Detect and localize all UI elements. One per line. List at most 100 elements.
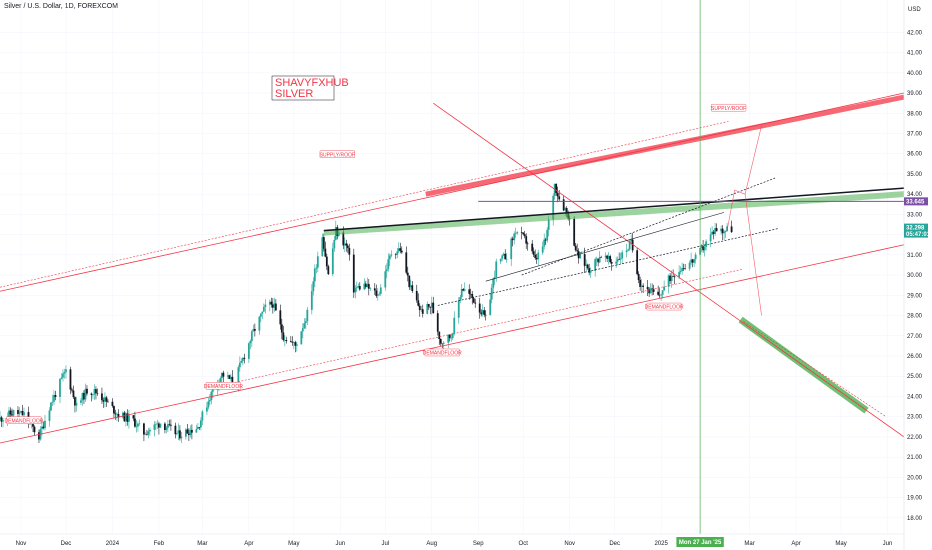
candle-body	[258, 316, 261, 331]
candle-body	[636, 250, 639, 275]
candle-body	[153, 424, 156, 430]
candle-body	[478, 303, 481, 313]
candle-body	[369, 288, 372, 289]
crosshair-date-tag	[676, 537, 724, 547]
candle-body	[8, 410, 10, 417]
candle-body	[123, 412, 126, 422]
candle-body	[547, 219, 550, 230]
candle-body	[373, 288, 376, 291]
candle-body	[730, 226, 733, 233]
candle-body	[537, 252, 540, 260]
last-price-value: 32.298	[906, 226, 925, 232]
candle-body	[210, 391, 213, 401]
trend-line[interactable]	[0, 244, 905, 444]
candle-body	[379, 287, 382, 294]
candle-body	[187, 433, 190, 436]
candle-body	[450, 337, 453, 339]
candle-body	[71, 389, 73, 391]
crosshair-date-text: Mon 27 Jan '25	[679, 540, 722, 546]
trend-line[interactable]	[0, 92, 905, 292]
trend-line-dashed[interactable]	[743, 321, 887, 417]
candle-body	[492, 278, 495, 288]
candle-body	[174, 425, 177, 435]
brand-line-2: SILVER	[275, 88, 313, 100]
candle-body	[673, 276, 676, 278]
candle-body	[526, 243, 529, 245]
last-price-tag	[904, 223, 928, 238]
candle-body	[219, 378, 222, 384]
y-tick-label: 21.00	[907, 455, 923, 461]
candle-body	[243, 357, 246, 359]
candle-body	[589, 270, 592, 273]
candle-body	[468, 289, 471, 294]
candle-body	[546, 229, 549, 241]
candle-body	[238, 362, 241, 368]
candle-body	[397, 248, 400, 252]
candle-body	[18, 412, 21, 415]
candle-body	[471, 293, 474, 299]
candle-body	[493, 277, 496, 279]
candle-body	[531, 243, 534, 252]
candle-body	[105, 397, 108, 402]
grid	[0, 0, 904, 534]
annotation-box	[710, 104, 747, 112]
trend-line-dashed[interactable]	[217, 268, 744, 387]
candle-body	[220, 372, 223, 379]
candle-body	[342, 232, 345, 246]
price-axis-panel[interactable]	[904, 0, 932, 550]
candle-body	[627, 249, 630, 251]
candle-body	[21, 411, 24, 416]
candle-body	[661, 290, 664, 295]
projection-path[interactable]	[726, 125, 762, 316]
candle-body	[69, 369, 72, 390]
candle-body	[92, 394, 94, 396]
candle-body	[165, 427, 168, 430]
x-tick-label: May	[835, 541, 846, 547]
candle-body	[279, 310, 282, 325]
candle-body	[345, 243, 348, 246]
annotation-label: DEMANDFLOOR	[645, 305, 684, 311]
candle-body	[543, 239, 546, 247]
candle-body	[430, 302, 433, 308]
candle-body	[399, 248, 402, 251]
candle-body	[409, 285, 412, 288]
candle-body	[511, 238, 514, 241]
candle-body	[84, 388, 87, 400]
candle-body	[510, 238, 513, 260]
candle-body	[114, 413, 117, 415]
candle-body	[156, 423, 159, 425]
candle-body	[75, 402, 78, 406]
candle-body	[678, 272, 681, 278]
candle-body	[101, 393, 103, 401]
trend-line[interactable]	[485, 212, 725, 282]
candle-body	[164, 423, 166, 430]
candle-body	[657, 291, 660, 295]
candle-body	[693, 259, 696, 263]
candle-body	[348, 247, 351, 255]
candle-body	[42, 426, 45, 429]
candle-body	[481, 310, 484, 315]
candle-body	[682, 268, 685, 269]
candles	[0, 183, 733, 444]
trend-line[interactable]	[433, 102, 905, 438]
candle-body	[597, 258, 600, 263]
candle-body	[32, 422, 34, 427]
resistance-line[interactable]	[323, 187, 905, 232]
candle-body	[9, 410, 12, 415]
candle-body	[474, 302, 477, 304]
candle-body	[322, 237, 325, 249]
candle-body	[420, 309, 423, 311]
candle-body	[20, 411, 22, 413]
candle-body	[198, 427, 201, 428]
trend-line[interactable]	[437, 228, 779, 306]
trend-line-dashed[interactable]	[0, 121, 729, 288]
candle-body	[53, 395, 55, 402]
candle-body	[237, 367, 240, 386]
candle-body	[427, 303, 430, 307]
candle-body	[469, 293, 472, 295]
candle-body	[514, 233, 517, 234]
candle-body	[525, 236, 528, 244]
candle-body	[312, 281, 315, 292]
